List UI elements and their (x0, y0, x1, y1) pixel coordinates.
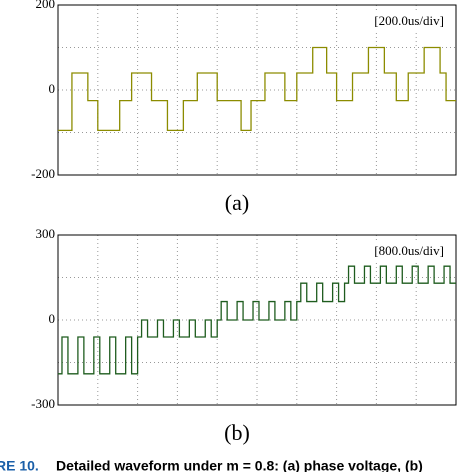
annotation-bg (362, 13, 450, 31)
y-tick-label: -300 (31, 396, 55, 411)
figure-label: RE 10. (0, 458, 39, 472)
plot-frame (57, 234, 457, 406)
annotation: [200.0us/div] (374, 13, 444, 28)
waveform (58, 46, 456, 132)
y-tick-label: 300 (36, 226, 56, 241)
annotation: [800.0us/div] (374, 243, 444, 258)
caption: Detailed waveform under m = 0.8: (a) pha… (56, 458, 423, 472)
panel-label: (a) (225, 190, 249, 215)
waveform (58, 265, 456, 375)
plot-frame (57, 4, 457, 176)
y-tick-label: 200 (36, 0, 56, 11)
y-tick-label: 0 (49, 81, 56, 96)
annotation-bg (362, 243, 450, 261)
panel-label: (b) (224, 420, 250, 445)
y-tick-label: -200 (31, 166, 55, 181)
y-tick-label: 0 (49, 311, 56, 326)
